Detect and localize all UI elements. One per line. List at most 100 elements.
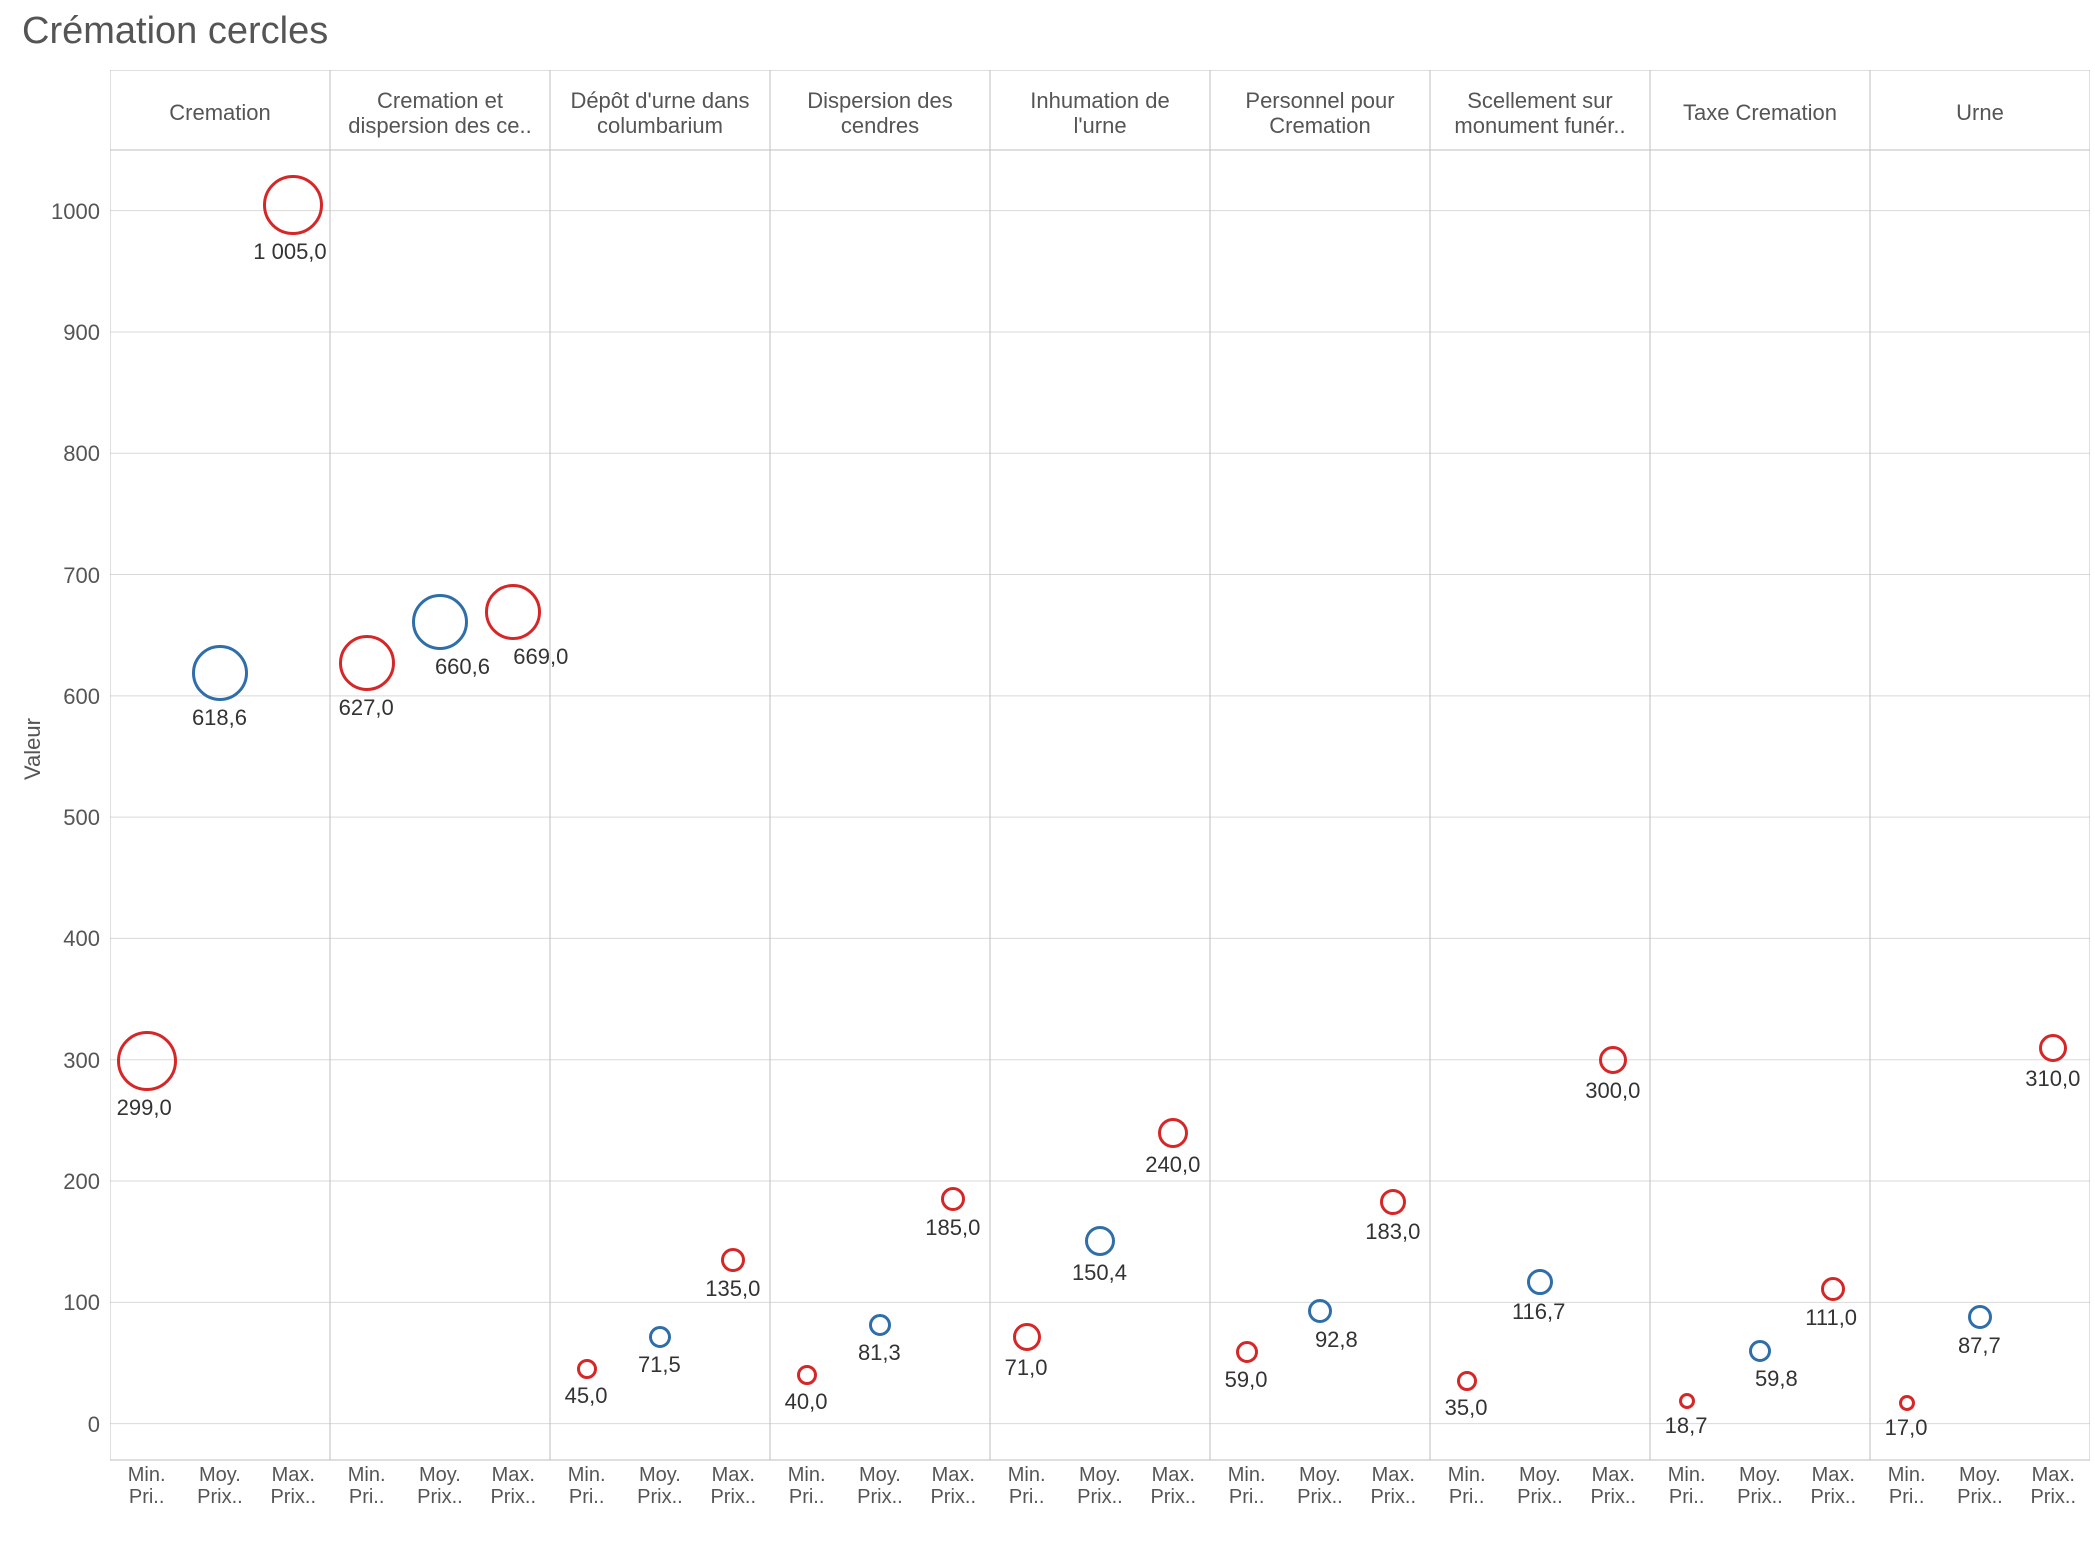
- data-point[interactable]: [941, 1187, 965, 1211]
- x-sub-label: Max. Prix..: [2028, 1464, 2078, 1508]
- panel-header: Personnel pour Cremation: [1210, 78, 1430, 148]
- data-point[interactable]: [1457, 1371, 1477, 1391]
- x-sub-label: Moy. Prix..: [855, 1464, 905, 1508]
- data-point[interactable]: [2039, 1034, 2067, 1062]
- x-sub-label: Max. Prix..: [708, 1464, 758, 1508]
- x-sub-label: Max. Prix..: [1808, 1464, 1858, 1508]
- data-label: 71,0: [1005, 1355, 1048, 1381]
- y-tick-label: 700: [40, 563, 100, 589]
- y-tick-label: 0: [40, 1412, 100, 1438]
- x-sub-label: Min. Pri..: [1222, 1464, 1272, 1508]
- data-label: 299,0: [117, 1095, 172, 1121]
- x-sub-label: Min. Pri..: [1002, 1464, 1052, 1508]
- data-point[interactable]: [1380, 1189, 1406, 1215]
- x-sub-label: Moy. Prix..: [415, 1464, 465, 1508]
- data-point[interactable]: [1749, 1340, 1771, 1362]
- data-point[interactable]: [1085, 1226, 1115, 1256]
- data-point[interactable]: [577, 1359, 597, 1379]
- data-point[interactable]: [485, 584, 541, 640]
- panel-header: Cremation: [110, 78, 330, 148]
- data-point[interactable]: [1527, 1269, 1553, 1295]
- data-point[interactable]: [1899, 1395, 1915, 1411]
- data-point[interactable]: [263, 175, 323, 235]
- data-label: 87,7: [1958, 1333, 2001, 1359]
- panel-header: Cremation et dispersion des ce..: [330, 78, 550, 148]
- data-label: 18,7: [1665, 1413, 1708, 1439]
- data-label: 116,7: [1512, 1299, 1565, 1325]
- x-sub-label: Min. Pri..: [122, 1464, 172, 1508]
- data-point[interactable]: [797, 1365, 817, 1385]
- panel-header: Inhumation de l'urne: [990, 78, 1210, 148]
- x-sub-label: Moy. Prix..: [1735, 1464, 1785, 1508]
- data-label: 40,0: [785, 1389, 828, 1415]
- data-label: 17,0: [1885, 1415, 1928, 1441]
- x-sub-label: Max. Prix..: [268, 1464, 318, 1508]
- data-label: 135,0: [705, 1276, 760, 1302]
- x-sub-label: Moy. Prix..: [1515, 1464, 1565, 1508]
- data-point[interactable]: [117, 1031, 177, 1091]
- y-tick-label: 300: [40, 1048, 100, 1074]
- y-axis-label: Valeur: [20, 718, 46, 780]
- data-label: 1 005,0: [253, 239, 326, 265]
- data-point[interactable]: [1158, 1118, 1188, 1148]
- data-point[interactable]: [1679, 1393, 1695, 1409]
- data-label: 59,8: [1755, 1366, 1798, 1392]
- y-tick-label: 600: [40, 684, 100, 710]
- data-label: 183,0: [1365, 1219, 1420, 1245]
- data-point[interactable]: [869, 1314, 891, 1336]
- data-point[interactable]: [1236, 1341, 1258, 1363]
- x-sub-label: Moy. Prix..: [1955, 1464, 2005, 1508]
- data-point[interactable]: [721, 1248, 745, 1272]
- data-label: 185,0: [925, 1215, 980, 1241]
- data-label: 45,0: [565, 1383, 608, 1409]
- y-tick-label: 100: [40, 1290, 100, 1316]
- data-point[interactable]: [1013, 1323, 1041, 1351]
- data-label: 300,0: [1585, 1078, 1640, 1104]
- x-sub-label: Max. Prix..: [1368, 1464, 1418, 1508]
- data-label: 111,0: [1805, 1305, 1857, 1331]
- data-label: 669,0: [513, 644, 568, 670]
- data-label: 627,0: [339, 695, 394, 721]
- y-tick-label: 400: [40, 926, 100, 952]
- x-sub-label: Min. Pri..: [1882, 1464, 1932, 1508]
- x-sub-label: Min. Pri..: [562, 1464, 612, 1508]
- panel-header: Taxe Cremation: [1650, 78, 1870, 148]
- data-point[interactable]: [649, 1326, 671, 1348]
- data-label: 59,0: [1225, 1367, 1268, 1393]
- data-label: 92,8: [1315, 1327, 1358, 1353]
- data-point[interactable]: [1821, 1277, 1845, 1301]
- y-tick-label: 800: [40, 441, 100, 467]
- x-sub-label: Max. Prix..: [1148, 1464, 1198, 1508]
- y-tick-label: 200: [40, 1169, 100, 1195]
- data-label: 240,0: [1145, 1152, 1200, 1178]
- data-label: 310,0: [2025, 1066, 2080, 1092]
- y-tick-label: 1000: [40, 199, 100, 225]
- x-sub-label: Min. Pri..: [1442, 1464, 1492, 1508]
- data-label: 35,0: [1445, 1395, 1488, 1421]
- x-sub-label: Moy. Prix..: [635, 1464, 685, 1508]
- x-sub-label: Max. Prix..: [928, 1464, 978, 1508]
- x-sub-label: Moy. Prix..: [1295, 1464, 1345, 1508]
- x-sub-label: Min. Pri..: [782, 1464, 832, 1508]
- y-tick-label: 900: [40, 320, 100, 346]
- x-sub-label: Moy. Prix..: [1075, 1464, 1125, 1508]
- panel-header: Scellement sur monument funér..: [1430, 78, 1650, 148]
- data-point[interactable]: [1308, 1299, 1332, 1323]
- x-sub-label: Min. Pri..: [342, 1464, 392, 1508]
- panel-header: Urne: [1870, 78, 2090, 148]
- data-point[interactable]: [1599, 1046, 1627, 1074]
- data-point[interactable]: [192, 645, 248, 701]
- data-point[interactable]: [1968, 1305, 1992, 1329]
- x-sub-label: Max. Prix..: [488, 1464, 538, 1508]
- x-sub-label: Min. Pri..: [1662, 1464, 1712, 1508]
- data-label: 660,6: [435, 654, 490, 680]
- panel-header: Dépôt d'urne dans columbarium: [550, 78, 770, 148]
- data-point[interactable]: [339, 635, 395, 691]
- data-point[interactable]: [412, 594, 468, 650]
- data-label: 618,6: [192, 705, 247, 731]
- y-tick-label: 500: [40, 805, 100, 831]
- x-sub-label: Moy. Prix..: [195, 1464, 245, 1508]
- data-label: 150,4: [1072, 1260, 1127, 1286]
- data-label: 81,3: [858, 1340, 901, 1366]
- x-sub-label: Max. Prix..: [1588, 1464, 1638, 1508]
